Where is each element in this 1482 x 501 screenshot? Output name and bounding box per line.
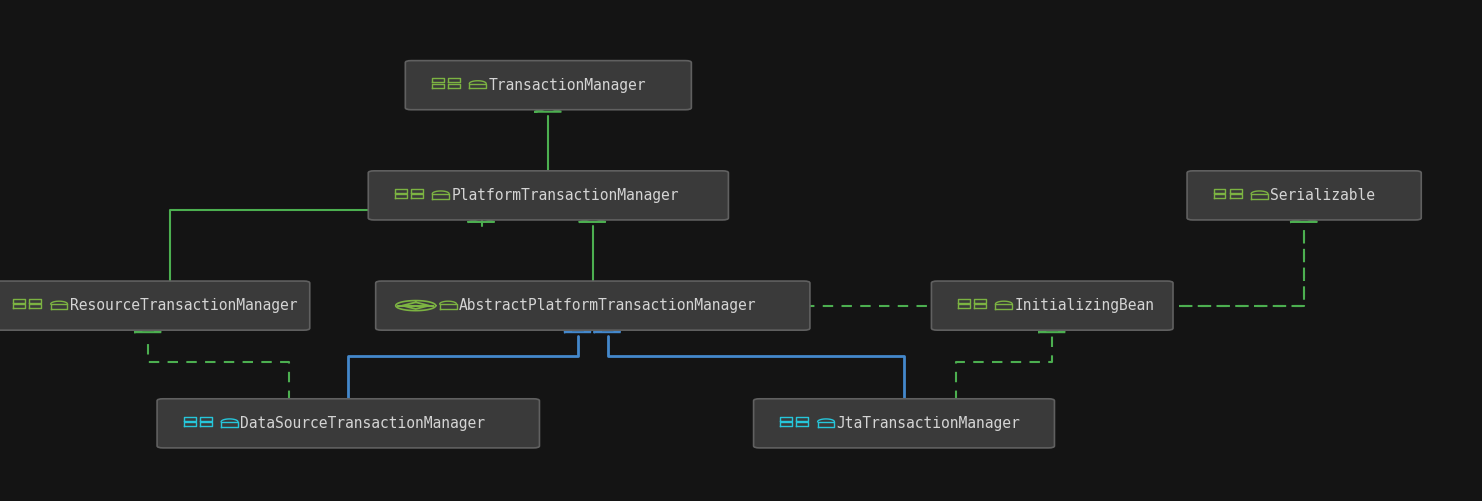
Text: InitializingBean: InitializingBean xyxy=(1014,298,1154,313)
Text: TransactionManager: TransactionManager xyxy=(488,78,646,93)
FancyBboxPatch shape xyxy=(753,399,1054,448)
FancyBboxPatch shape xyxy=(376,281,809,330)
Text: PlatformTransactionManager: PlatformTransactionManager xyxy=(451,188,679,203)
Text: JtaTransactionManager: JtaTransactionManager xyxy=(836,416,1020,431)
Text: Serializable: Serializable xyxy=(1270,188,1375,203)
FancyBboxPatch shape xyxy=(1187,171,1421,220)
FancyBboxPatch shape xyxy=(157,399,539,448)
FancyBboxPatch shape xyxy=(931,281,1172,330)
FancyBboxPatch shape xyxy=(0,281,310,330)
Text: AbstractPlatformTransactionManager: AbstractPlatformTransactionManager xyxy=(459,298,756,313)
FancyBboxPatch shape xyxy=(405,61,691,110)
Text: DataSourceTransactionManager: DataSourceTransactionManager xyxy=(240,416,485,431)
FancyBboxPatch shape xyxy=(368,171,729,220)
Text: ResourceTransactionManager: ResourceTransactionManager xyxy=(70,298,298,313)
